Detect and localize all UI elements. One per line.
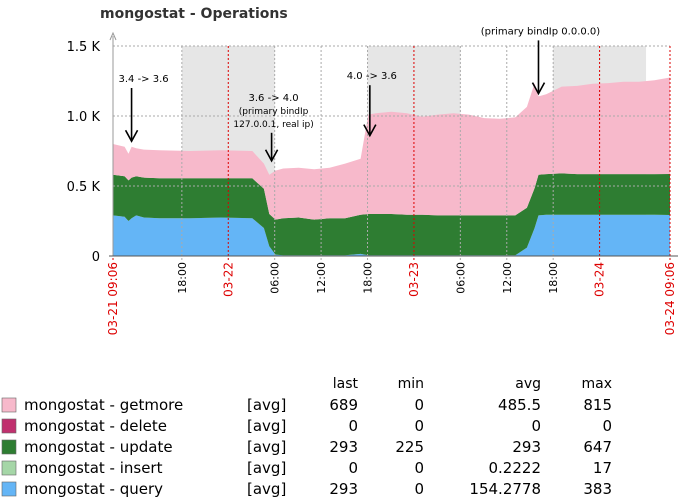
x-tick-label-6: 03-23 (407, 262, 421, 297)
annotation-1-line-1: (primary bindIp (239, 107, 309, 117)
legend-name-delete: mongostat - delete (24, 417, 167, 435)
annotation-arrowhead-0 (124, 129, 139, 143)
x-tick-label-5: 18:00 (362, 262, 375, 294)
x-tick-label-11: 03-24 09:06 (663, 262, 677, 335)
legend-max-getmore: 815 (583, 396, 612, 414)
x-tick-label-3: 06:00 (269, 262, 282, 294)
x-tick-label-1: 18:00 (176, 262, 189, 294)
y-axis-arrow (109, 31, 117, 41)
legend-avg-getmore: 485.5 (498, 396, 541, 414)
x-tick-label-8: 12:00 (501, 262, 514, 294)
legend-last-insert: 0 (348, 459, 358, 477)
legend-max-update: 647 (583, 438, 612, 456)
legend-header-max: max (581, 376, 612, 392)
x-tick-label-7: 06:00 (454, 262, 467, 294)
annotation-arrowhead-1 (264, 149, 279, 163)
legend-last-delete: 0 (348, 417, 358, 435)
legend-last-query: 293 (329, 480, 358, 498)
annotation-2-line-0: 4.0 -> 3.6 (347, 71, 397, 82)
legend-swatch-delete (1, 418, 17, 434)
x-tick-label-4: 12:00 (315, 262, 328, 294)
legend-swatch-query (1, 481, 17, 497)
annotation-1-line-0: 3.6 -> 4.0 (249, 93, 299, 104)
legend-agg-update: [avg] (247, 438, 286, 456)
legend-name-update: mongostat - update (24, 438, 173, 456)
annotation-3-line-0: (primary bindIp 0.0.0.0) (481, 26, 600, 37)
axes (109, 31, 678, 257)
legend-avg-delete: 0 (531, 417, 541, 435)
legend: last min avg max mongostat - getmore [avg] 689… (1, 376, 612, 498)
legend-last-update: 293 (329, 438, 358, 456)
legend-swatch-update (1, 439, 17, 455)
legend-swatch-getmore (1, 397, 17, 413)
legend-max-delete: 0 (602, 417, 612, 435)
legend-max-query: 383 (583, 480, 612, 498)
legend-name-getmore: mongostat - getmore (24, 396, 183, 414)
y-tick-label-0: 0 (92, 250, 100, 265)
legend-min-insert: 0 (414, 459, 424, 477)
x-tick-label-9: 18:00 (547, 262, 560, 294)
chart-title: mongostat - Operations (100, 6, 288, 22)
y-tick-label-3: 1.5 K (67, 40, 101, 55)
annotation-1-line-2: 127.0.0.1, real ip) (233, 120, 313, 130)
legend-avg-update: 293 (512, 438, 541, 456)
area-series-update (113, 173, 670, 256)
legend-avg-query: 154.2778 (469, 480, 541, 498)
legend-min-update: 225 (395, 438, 424, 456)
legend-avg-insert: 0.2222 (489, 459, 542, 477)
legend-header-last: last (333, 376, 359, 392)
area-series-getmore (113, 77, 670, 220)
annotations: 3.4 -> 3.6 3.6 -> 4.0 (primary bindIp 127.0… (118, 26, 600, 163)
legend-name-query: mongostat - query (24, 480, 163, 498)
annotation-arrowhead-3 (531, 82, 546, 96)
y-tick-label-2: 1.0 K (67, 110, 101, 125)
y-tick-label-1: 0.5 K (67, 180, 101, 195)
annotation-arrowhead-2 (363, 124, 377, 138)
legend-last-getmore: 689 (329, 396, 358, 414)
legend-swatch-insert (1, 460, 17, 476)
legend-header-avg: avg (515, 376, 541, 392)
legend-min-query: 0 (414, 480, 424, 498)
legend-agg-insert: [avg] (247, 459, 286, 477)
x-tick-label-2: 03-22 (221, 262, 235, 297)
legend-max-insert: 17 (593, 459, 612, 477)
legend-min-getmore: 0 (414, 396, 424, 414)
legend-header-min: min (398, 376, 424, 392)
legend-min-delete: 0 (414, 417, 424, 435)
x-tick-label-0: 03-21 09:06 (106, 262, 120, 335)
legend-agg-query: [avg] (247, 480, 286, 498)
legend-agg-delete: [avg] (247, 417, 286, 435)
annotation-0-line-0: 3.4 -> 3.6 (118, 74, 168, 85)
area-series-query (113, 214, 670, 256)
tick-labels: 0 0.5 K 1.0 K 1.5 K 03-21 09:06 18:00 03-22 06:… (67, 40, 677, 335)
legend-name-insert: mongostat - insert (24, 459, 163, 477)
x-tick-label-10: 03-24 (593, 262, 607, 297)
legend-agg-getmore: [avg] (247, 396, 286, 414)
stacked-areas (113, 77, 670, 256)
